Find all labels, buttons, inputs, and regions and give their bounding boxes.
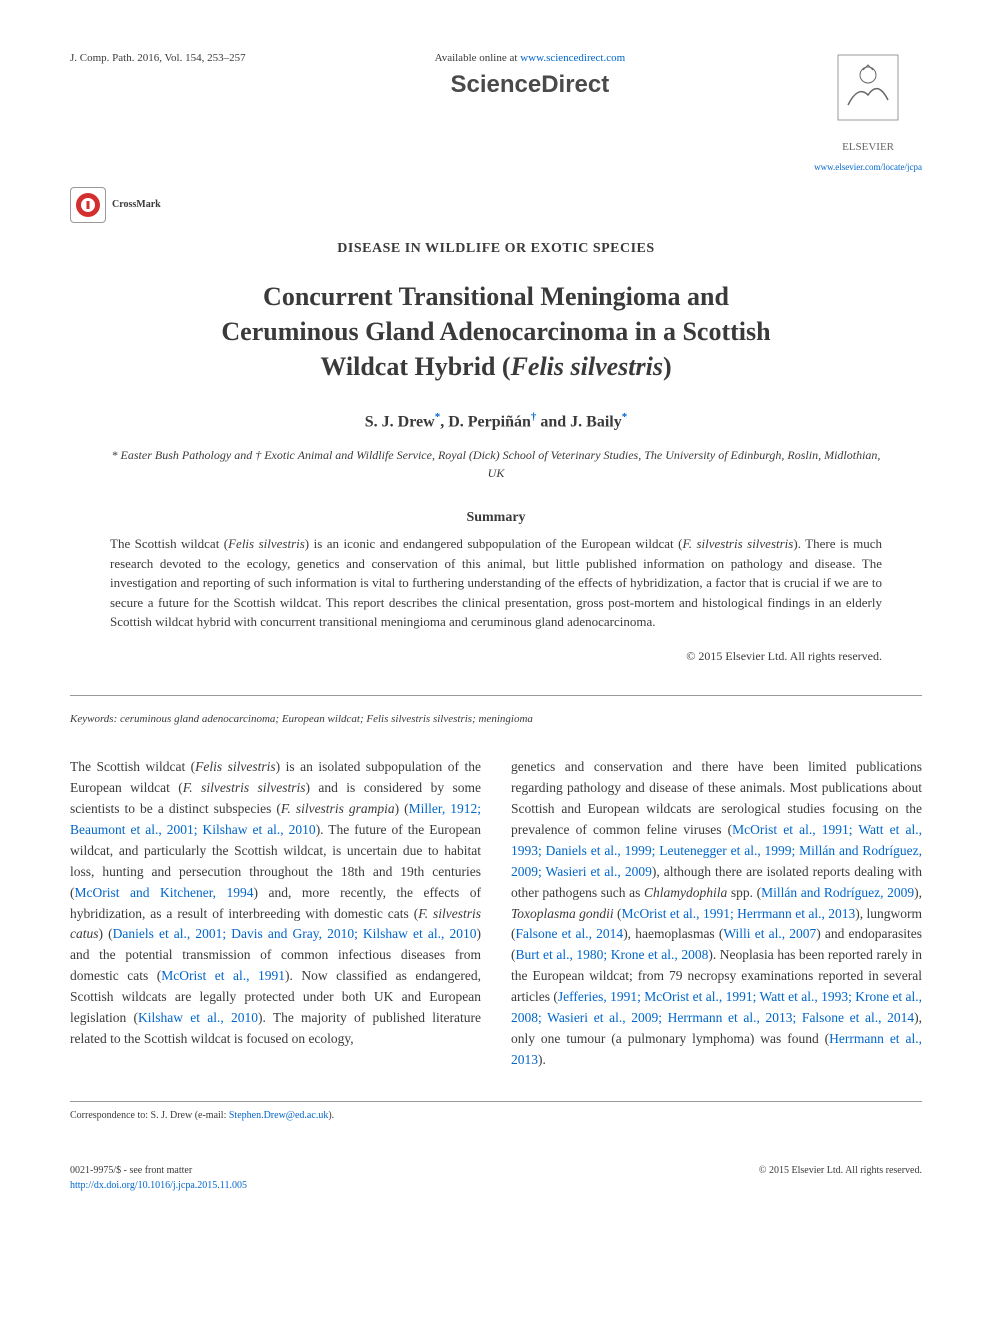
correspondence-close: ).: [328, 1110, 334, 1121]
elsevier-name: ELSEVIER: [814, 139, 922, 156]
c1-s3: F. silvestris grampia: [281, 801, 395, 816]
crossmark-row: CrossMark: [70, 187, 922, 223]
crossmark-icon: [70, 187, 106, 223]
column-right: genetics and conservation and there have…: [511, 757, 922, 1071]
c1-ref3[interactable]: Daniels et al., 2001; Davis and Gray, 20…: [113, 926, 477, 941]
summary-copyright: © 2015 Elsevier Ltd. All rights reserved…: [70, 647, 922, 685]
footer-left: 0021-9975/$ - see front matter http://dx…: [70, 1163, 247, 1193]
author-3: J. Baily: [570, 413, 622, 430]
c2-ref5[interactable]: Willi et al., 2007: [723, 926, 816, 941]
c2-ref2[interactable]: Millán and Rodríguez, 2009: [761, 885, 914, 900]
author-2: D. Perpiñán: [448, 413, 531, 430]
c2-ref3[interactable]: McOrist et al., 1991; Herrmann et al., 2…: [622, 906, 856, 921]
c1-ref4[interactable]: McOrist et al., 1991: [161, 968, 285, 983]
author-1: S. J. Drew: [365, 413, 435, 430]
c2-ref4[interactable]: Falsone et al., 2014: [516, 926, 624, 941]
keywords-species: Felis silvestris silvestris: [366, 713, 472, 725]
section-label: DISEASE IN WILDLIFE OR EXOTIC SPECIES: [70, 238, 922, 259]
author-sep2: and: [536, 413, 570, 430]
title-species: Felis silvestris: [511, 352, 663, 381]
summary-a: The Scottish wildcat (: [110, 536, 228, 551]
c1-s1: Felis silvestris: [195, 759, 275, 774]
keywords: Keywords: ceruminous gland adenocarcinom…: [70, 711, 922, 728]
journal-reference: J. Comp. Path. 2016, Vol. 154, 253–257: [70, 50, 246, 67]
affiliation-b: † Exotic Animal and Wildlife Service, Ro…: [255, 448, 880, 480]
affiliation-a: * Easter Bush Pathology and: [112, 448, 256, 462]
c2-e: (: [614, 906, 622, 921]
authors: S. J. Drew*, D. Perpiñán† and J. Baily*: [70, 409, 922, 434]
available-online: Available online at www.sciencedirect.co…: [246, 50, 815, 118]
keywords-text: ceruminous gland adenocarcinoma; Europea…: [117, 713, 366, 725]
elsevier-url-link[interactable]: www.elsevier.com/locate/jcpa: [814, 162, 922, 172]
author-3-affil[interactable]: *: [622, 411, 628, 423]
available-online-prefix: Available online at: [435, 52, 521, 64]
c2-ref7[interactable]: Jefferies, 1991; McOrist et al., 1991; W…: [511, 989, 922, 1025]
c1-ref5[interactable]: Kilshaw et al., 2010: [138, 1010, 258, 1025]
keywords-text2: ; meningioma: [472, 713, 533, 725]
title-line3b: ): [663, 352, 672, 381]
c2-c: spp. (: [727, 885, 761, 900]
c2-k: ).: [538, 1052, 546, 1067]
footer-issn: 0021-9975/$ - see front matter: [70, 1163, 247, 1178]
c2-d: ),: [914, 885, 922, 900]
title-line2: Ceruminous Gland Adenocarcinoma in a Sco…: [221, 317, 770, 346]
summary-heading: Summary: [70, 507, 922, 528]
summary-b: ) is an iconic and endangered subpopulat…: [305, 536, 683, 551]
summary-species2: F. silvestris silvestris: [682, 536, 793, 551]
c1-a: The Scottish wildcat (: [70, 759, 195, 774]
footer-doi-link[interactable]: http://dx.doi.org/10.1016/j.jcpa.2015.11…: [70, 1180, 247, 1191]
correspondence-email-link[interactable]: Stephen.Drew@ed.ac.uk: [229, 1110, 328, 1121]
c2-ref6[interactable]: Burt et al., 1980; Krone et al., 2008: [516, 947, 709, 962]
correspondence: Correspondence to: S. J. Drew (e-mail: S…: [70, 1101, 922, 1123]
c1-g: ) (: [99, 926, 113, 941]
c1-ref2[interactable]: McOrist and Kitchener, 1994: [75, 885, 254, 900]
article-title: Concurrent Transitional Meningioma and C…: [70, 279, 922, 384]
header-row: J. Comp. Path. 2016, Vol. 154, 253–257 A…: [70, 50, 922, 177]
elsevier-logo-icon: [833, 50, 903, 130]
title-line1: Concurrent Transitional Meningioma and: [263, 282, 729, 311]
c2-s2: Toxoplasma gondii: [511, 906, 614, 921]
c1-d: ) (: [395, 801, 409, 816]
affiliation: * Easter Bush Pathology and † Exotic Ani…: [70, 446, 922, 482]
c2-s1: Chlamydophila: [644, 885, 727, 900]
summary-text: The Scottish wildcat (Felis silvestris) …: [70, 534, 922, 632]
c1-s2: F. silvestris silvestris: [183, 780, 306, 795]
body-columns: The Scottish wildcat (Felis silvestris ) …: [70, 757, 922, 1071]
correspondence-label: Correspondence to: S. J. Drew (e-mail:: [70, 1110, 229, 1121]
crossmark-badge[interactable]: CrossMark: [70, 187, 161, 223]
author-sep1: ,: [440, 413, 448, 430]
title-line3a: Wildcat Hybrid (: [320, 352, 510, 381]
column-left: The Scottish wildcat (Felis silvestris ) …: [70, 757, 481, 1071]
sciencedirect-link[interactable]: www.sciencedirect.com: [520, 52, 625, 64]
crossmark-label: CrossMark: [112, 197, 161, 212]
divider: [70, 695, 922, 696]
c2-g: ), haemoplasmas (: [623, 926, 723, 941]
sciencedirect-brand: ScienceDirect: [246, 67, 815, 103]
footer-copyright: © 2015 Elsevier Ltd. All rights reserved…: [759, 1163, 922, 1193]
footer: 0021-9975/$ - see front matter http://dx…: [70, 1163, 922, 1193]
summary-species1: Felis silvestris: [228, 536, 305, 551]
elsevier-block: ELSEVIER www.elsevier.com/locate/jcpa: [814, 50, 922, 177]
keywords-label: Keywords:: [70, 713, 117, 725]
